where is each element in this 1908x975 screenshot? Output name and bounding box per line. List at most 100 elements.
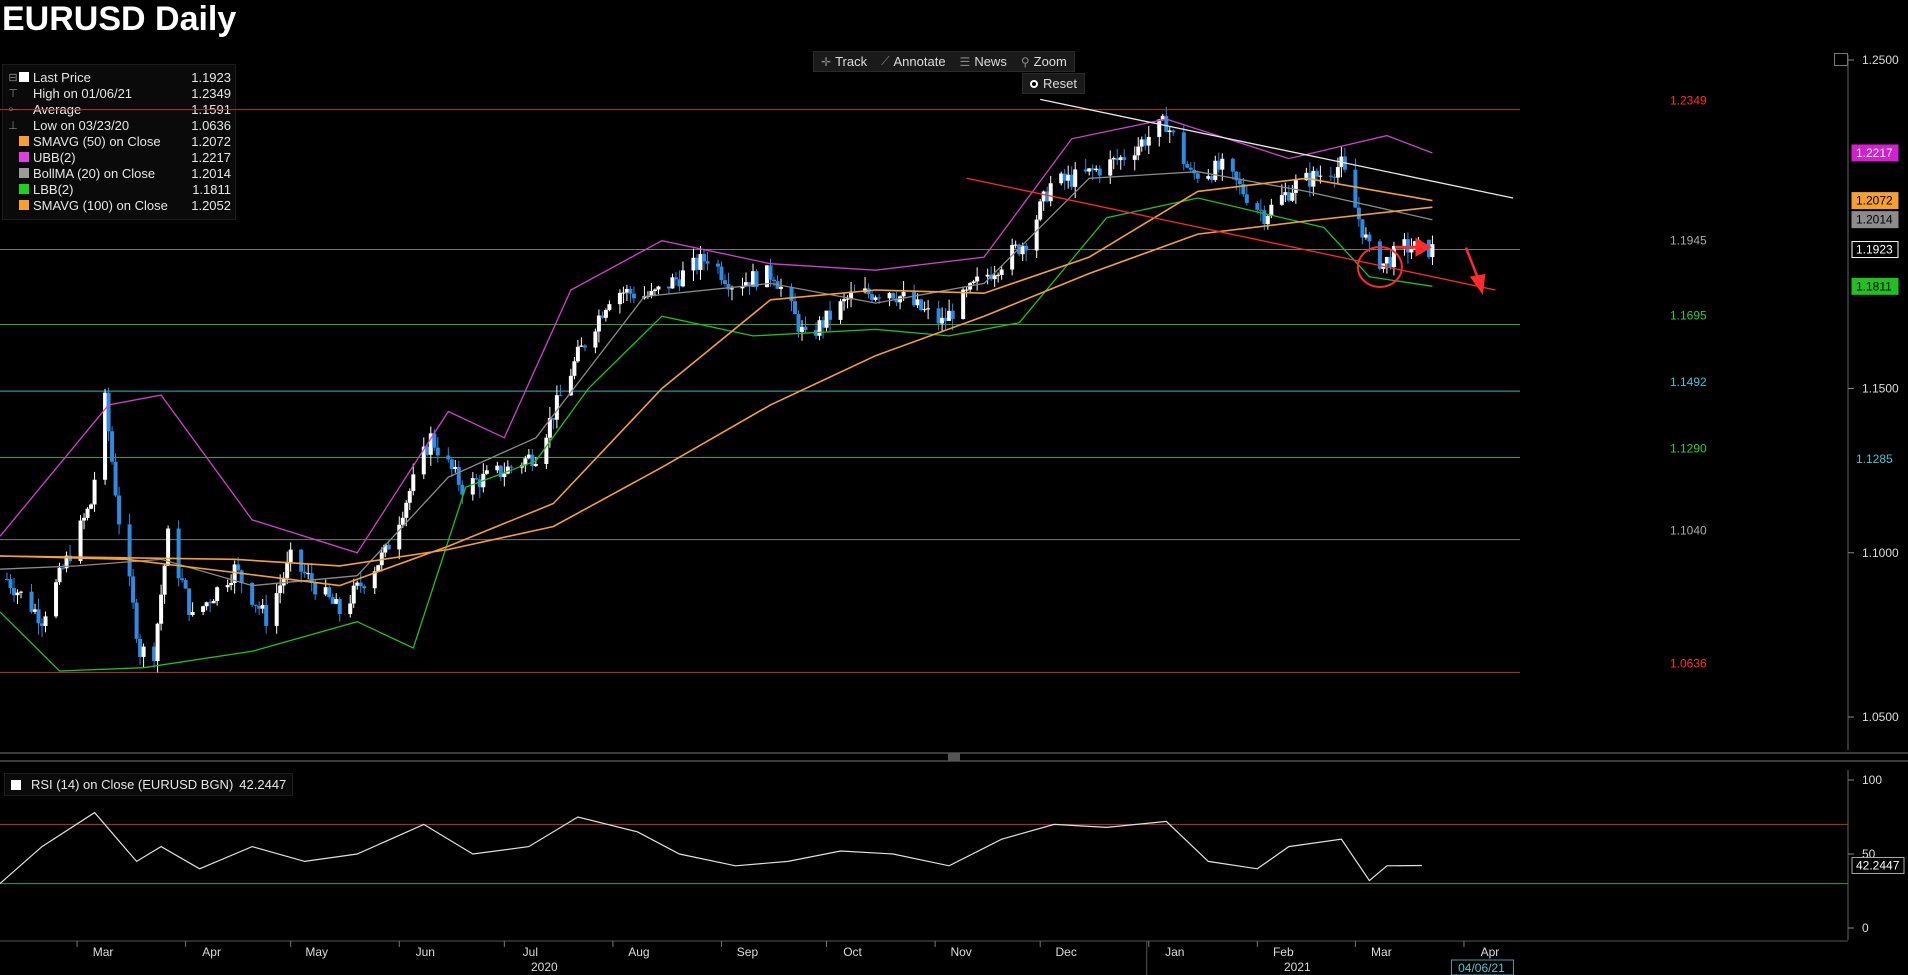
- x-tick-label: Jan: [1165, 945, 1184, 959]
- level-label: 1.1492: [1670, 375, 1707, 389]
- candle-body: [1279, 195, 1284, 205]
- news-icon: ☰: [959, 54, 971, 69]
- candle-body: [1230, 158, 1235, 172]
- candle-body: [1111, 158, 1116, 160]
- annotate-button[interactable]: ⟋ Annotate: [881, 54, 946, 69]
- candle-body: [5, 579, 10, 581]
- candle-body: [926, 308, 931, 310]
- candle-body: [274, 593, 279, 626]
- candle-body: [379, 552, 384, 566]
- candle-body: [677, 279, 682, 287]
- legend-swatch: [19, 120, 29, 130]
- date-tag: [1450, 959, 1514, 975]
- candle-body: [306, 573, 311, 575]
- value-tag: [1851, 277, 1899, 295]
- legend-swatch: [19, 168, 29, 178]
- candle-body: [1335, 167, 1340, 178]
- candle-body: [701, 254, 706, 262]
- candle-body: [554, 395, 559, 420]
- candle-body: [1391, 246, 1396, 268]
- candle-body: [1360, 219, 1365, 238]
- candle-body: [239, 570, 244, 583]
- zoom-button[interactable]: ⚲ Zoom: [1020, 54, 1067, 69]
- candle-body: [1192, 169, 1197, 174]
- value-tag-label: 1.1923: [1856, 243, 1893, 257]
- candle-body: [1094, 168, 1099, 171]
- legend-row: ⊥ Low on 03/23/20 1.0636: [7, 117, 231, 133]
- candle-body: [596, 315, 601, 332]
- legend-tree-icon: ⊤: [8, 87, 18, 100]
- candle-body: [176, 528, 181, 579]
- candle-body: [729, 288, 734, 290]
- candle-body: [743, 282, 748, 287]
- candle-body: [961, 289, 966, 319]
- candle-body: [593, 331, 598, 348]
- candle-body: [232, 564, 237, 583]
- candle-body: [323, 587, 328, 595]
- candle-body: [1388, 257, 1393, 268]
- candle-body: [208, 602, 213, 604]
- candle-body: [155, 623, 160, 662]
- candle-body: [814, 329, 819, 336]
- price-tick-label: 1.0500: [1862, 710, 1899, 724]
- candle-body: [57, 567, 62, 583]
- value-tag: [1851, 192, 1899, 210]
- candle-body: [1013, 244, 1018, 246]
- candle-body: [404, 502, 409, 518]
- legend-value: 1.0636: [191, 117, 231, 133]
- candle-body: [1409, 249, 1414, 253]
- candle-body: [1157, 119, 1162, 137]
- candle-body: [215, 587, 220, 601]
- candle-body: [250, 582, 255, 605]
- candle-body: [435, 447, 440, 456]
- candle-body: [1258, 209, 1263, 211]
- candle-body: [190, 611, 195, 615]
- candle-body: [358, 582, 363, 587]
- candle-body: [1353, 169, 1358, 208]
- splitter-grip-icon[interactable]: [948, 753, 960, 761]
- candle-body: [901, 292, 906, 297]
- lbb-line: [0, 197, 1433, 672]
- candle-body: [1062, 173, 1067, 181]
- candle-body: [376, 565, 381, 572]
- candle-body: [775, 281, 780, 289]
- candle-body: [817, 320, 822, 336]
- value-tag-label: 1.1811: [1856, 279, 1892, 293]
- candle-body: [456, 467, 461, 485]
- candle-body: [1339, 156, 1344, 168]
- candle-body: [257, 605, 262, 609]
- level-label: 1.1040: [1670, 524, 1707, 538]
- candle-body: [649, 291, 654, 296]
- candle-body: [863, 288, 868, 293]
- track-button[interactable]: ✛ Track: [821, 54, 868, 69]
- candle-body: [1290, 192, 1295, 201]
- candle-body: [351, 585, 356, 604]
- candle-body: [544, 437, 549, 464]
- candle-body: [1010, 244, 1015, 270]
- candle-body: [1146, 136, 1151, 146]
- legend-label: BollMA (20) on Close: [33, 165, 156, 181]
- news-button[interactable]: ☰ News: [959, 54, 1007, 69]
- candle-body: [975, 276, 980, 282]
- candle-body: [828, 310, 833, 320]
- candle-body: [1206, 176, 1211, 179]
- x-tick-label: Aug: [628, 945, 649, 959]
- candle-body: [628, 288, 633, 294]
- candle-body: [1241, 184, 1246, 195]
- x-tick-label: Oct: [843, 945, 862, 959]
- candle-body: [779, 286, 784, 289]
- level-label: 1.0636: [1670, 656, 1707, 670]
- candle-body: [898, 296, 903, 303]
- candle-body: [726, 283, 731, 290]
- level-label: 1.1290: [1670, 441, 1707, 455]
- candle-body: [278, 585, 283, 594]
- reset-button[interactable]: Reset: [1022, 73, 1085, 94]
- legend-row: BollMA (20) on Close 1.2014: [7, 165, 231, 181]
- candle-body: [772, 279, 777, 282]
- legend-label: UBB(2): [33, 149, 76, 165]
- candle-body: [299, 549, 304, 572]
- candle-body: [1332, 176, 1337, 178]
- x-tick-label: Jun: [416, 945, 435, 959]
- chart-settings-icon[interactable]: [1834, 53, 1848, 66]
